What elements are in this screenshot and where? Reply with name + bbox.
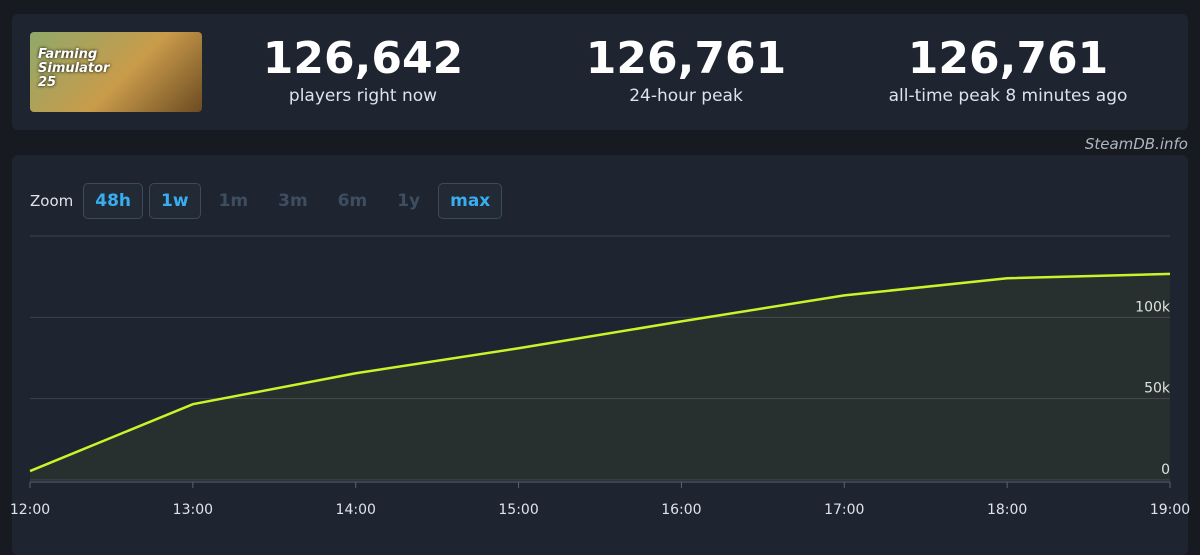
y-tick-label: 50k [1144, 381, 1171, 397]
x-tick-label: 19:00 [1150, 502, 1190, 518]
zoom-button[interactable]: 48h [83, 183, 144, 219]
x-tick-label: 18:00 [987, 502, 1027, 518]
zoom-button[interactable]: max [438, 183, 503, 219]
x-tick-label: 12:00 [10, 502, 50, 518]
chart-card: Zoom 48h 1w 1m 3m 6m 1y max [12, 155, 1188, 555]
zoom-button[interactable]: 3m [278, 191, 308, 211]
x-tick-label: 14:00 [336, 502, 376, 518]
stat-label: players right now [288, 86, 438, 106]
y-tick-label: 100k [1135, 299, 1171, 315]
stat: 126,642 players right now [213, 32, 513, 106]
stat-label: 24-hour peak [629, 86, 743, 106]
stat-value: 126,761 [907, 33, 1109, 84]
stat: 126,761 all-time peak 8 minutes ago [858, 32, 1158, 106]
area [30, 273, 1170, 480]
stats-card: Farming Simulator 25 126,642 players righ… [12, 14, 1188, 130]
stat-label: all-time peak 8 minutes ago [888, 86, 1128, 106]
stat: 126,761 24-hour peak [536, 32, 836, 106]
zoom-button[interactable]: 1w [149, 183, 201, 219]
game-logo[interactable]: Farming Simulator 25 [30, 32, 202, 112]
logo-text: Farming Simulator 25 [38, 47, 110, 90]
line [29, 272, 1171, 473]
zoom-button[interactable]: 1y [397, 191, 421, 211]
source[interactable]: SteamDB.info [1084, 135, 1188, 153]
chart: 0 50k 100k 12:00 13:00 14:00 15:00 16:00 17:00 18… [10, 235, 1190, 518]
zoom-label: Zoom [30, 192, 74, 210]
stat-value: 126,642 [262, 33, 464, 84]
x-tick-label: 17:00 [824, 502, 864, 518]
page: Farming Simulator 25 126,642 players righ… [9, 14, 1191, 555]
y-tick-label: 0 [1161, 462, 1170, 478]
zoom-button[interactable]: 6m [337, 191, 368, 211]
x-tick-label: 13:00 [173, 502, 213, 518]
zoom-button[interactable]: 1m [218, 191, 249, 211]
zoom-bar: Zoom 48h 1w 1m 3m 6m 1y max [30, 183, 503, 219]
stat-value: 126,761 [585, 33, 787, 84]
x-tick-label: 16:00 [661, 502, 701, 518]
x-tick-label: 15:00 [498, 502, 538, 518]
